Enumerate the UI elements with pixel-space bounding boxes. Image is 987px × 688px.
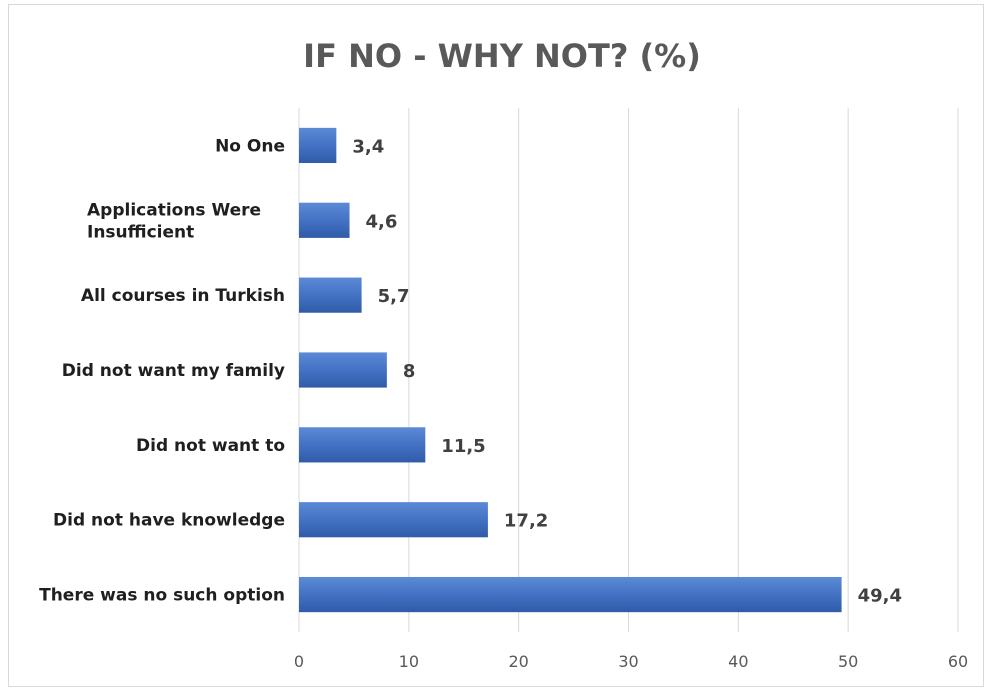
- x-tick-label: 10: [399, 652, 419, 671]
- x-tick-label: 20: [508, 652, 528, 671]
- data-label: 3,4: [352, 136, 384, 157]
- category-label: No One: [215, 136, 285, 156]
- gridlines: [298, 108, 959, 632]
- data-label: 5,7: [378, 286, 410, 307]
- bar: [299, 277, 362, 313]
- chart-title: IF NO - WHY NOT? (%): [303, 37, 701, 75]
- category-label: Applications Were Insufficient: [87, 200, 261, 242]
- bar: [299, 352, 387, 388]
- category-label: All courses in Turkish: [81, 286, 285, 306]
- bar: [299, 202, 350, 238]
- x-tick-label: 0: [294, 652, 304, 671]
- category-label: Did not have knowledge: [53, 511, 285, 531]
- value-labels: 3,4 4,6 5,7 8 11,5 17,2 49,4: [352, 136, 902, 606]
- chart-frame: [8, 4, 984, 687]
- data-label: 8: [403, 361, 416, 382]
- data-label: 17,2: [504, 511, 548, 532]
- category-label: Did not want my family: [62, 361, 285, 381]
- bar: [299, 427, 426, 463]
- x-tick-label: 40: [728, 652, 748, 671]
- category-labels: No One Applications Were Insufficient All c…: [39, 136, 285, 605]
- data-label: 11,5: [441, 436, 485, 457]
- category-label: There was no such option: [39, 586, 285, 606]
- bar: [299, 127, 337, 164]
- data-label: 4,6: [366, 211, 398, 232]
- x-tick-label: 30: [618, 652, 638, 671]
- x-tick-label: 50: [838, 652, 858, 671]
- category-label: Did not want to: [136, 436, 285, 456]
- bars: [299, 127, 842, 613]
- x-axis-ticks: 0 10 20 30 40 50 60: [294, 652, 968, 671]
- data-label: 49,4: [858, 586, 902, 607]
- bar: [299, 502, 488, 538]
- bar: [299, 576, 842, 613]
- x-tick-label: 60: [948, 652, 968, 671]
